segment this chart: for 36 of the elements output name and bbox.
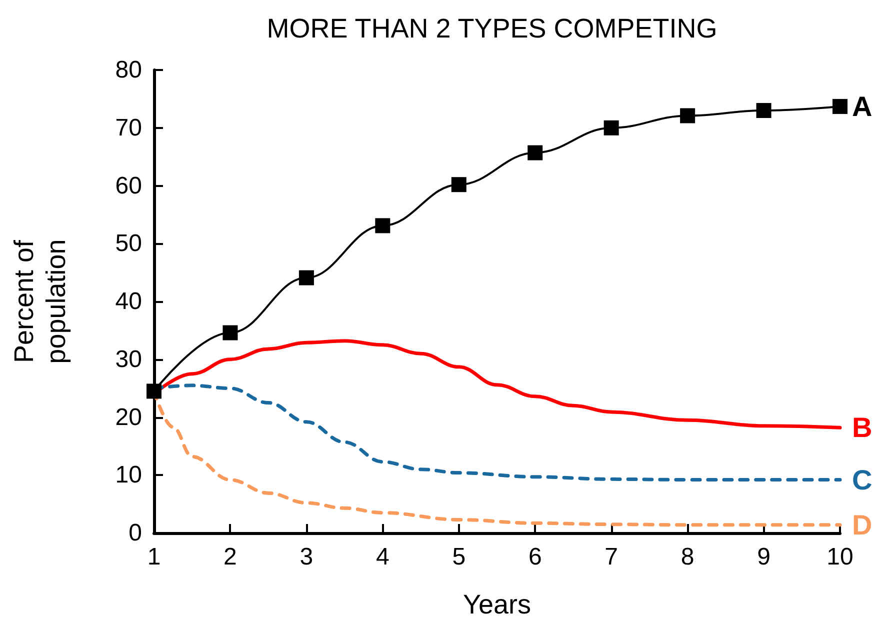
x-tick-label: 6 (528, 544, 542, 570)
series-label: A (852, 90, 872, 122)
point (451, 177, 466, 192)
y-tick-label: 80 (115, 56, 142, 84)
point (222, 325, 238, 340)
point (832, 98, 848, 114)
x-tick-label: 8 (680, 544, 694, 570)
y-tick-label: 0 (128, 520, 142, 546)
point (375, 218, 390, 234)
y-tick-label: 30 (115, 346, 142, 373)
x-tick-label: 1 (147, 544, 161, 570)
y-tick-label: 10 (115, 462, 142, 489)
y-tick-label: 70 (115, 114, 142, 142)
point (146, 384, 162, 399)
y-tick-label: 40 (115, 288, 142, 315)
x-tick-label: 5 (452, 544, 466, 570)
y-axis-title: Percent of population (9, 239, 71, 364)
x-tick-label: 4 (376, 544, 390, 570)
y-tick-label: 60 (115, 172, 142, 200)
point (604, 120, 619, 136)
point (756, 103, 772, 118)
y-tick-label: 20 (115, 404, 142, 431)
point (528, 145, 543, 160)
x-tick-label: 3 (300, 544, 314, 570)
point (298, 270, 314, 286)
x-axis-title: Years (462, 590, 532, 620)
x-tick-label: 9 (757, 544, 770, 570)
series-label: C (852, 464, 872, 496)
series-label: B (852, 412, 872, 444)
x-tick-label: 2 (224, 544, 237, 570)
point (680, 108, 696, 124)
x-tick-label: 7 (604, 544, 618, 570)
y-tick-label: 50 (115, 230, 142, 258)
chart-title: MORE THAN 2 TYPES COMPETING (266, 14, 718, 44)
x-tick-label: 10 (826, 544, 854, 570)
series-label: D (852, 509, 872, 540)
